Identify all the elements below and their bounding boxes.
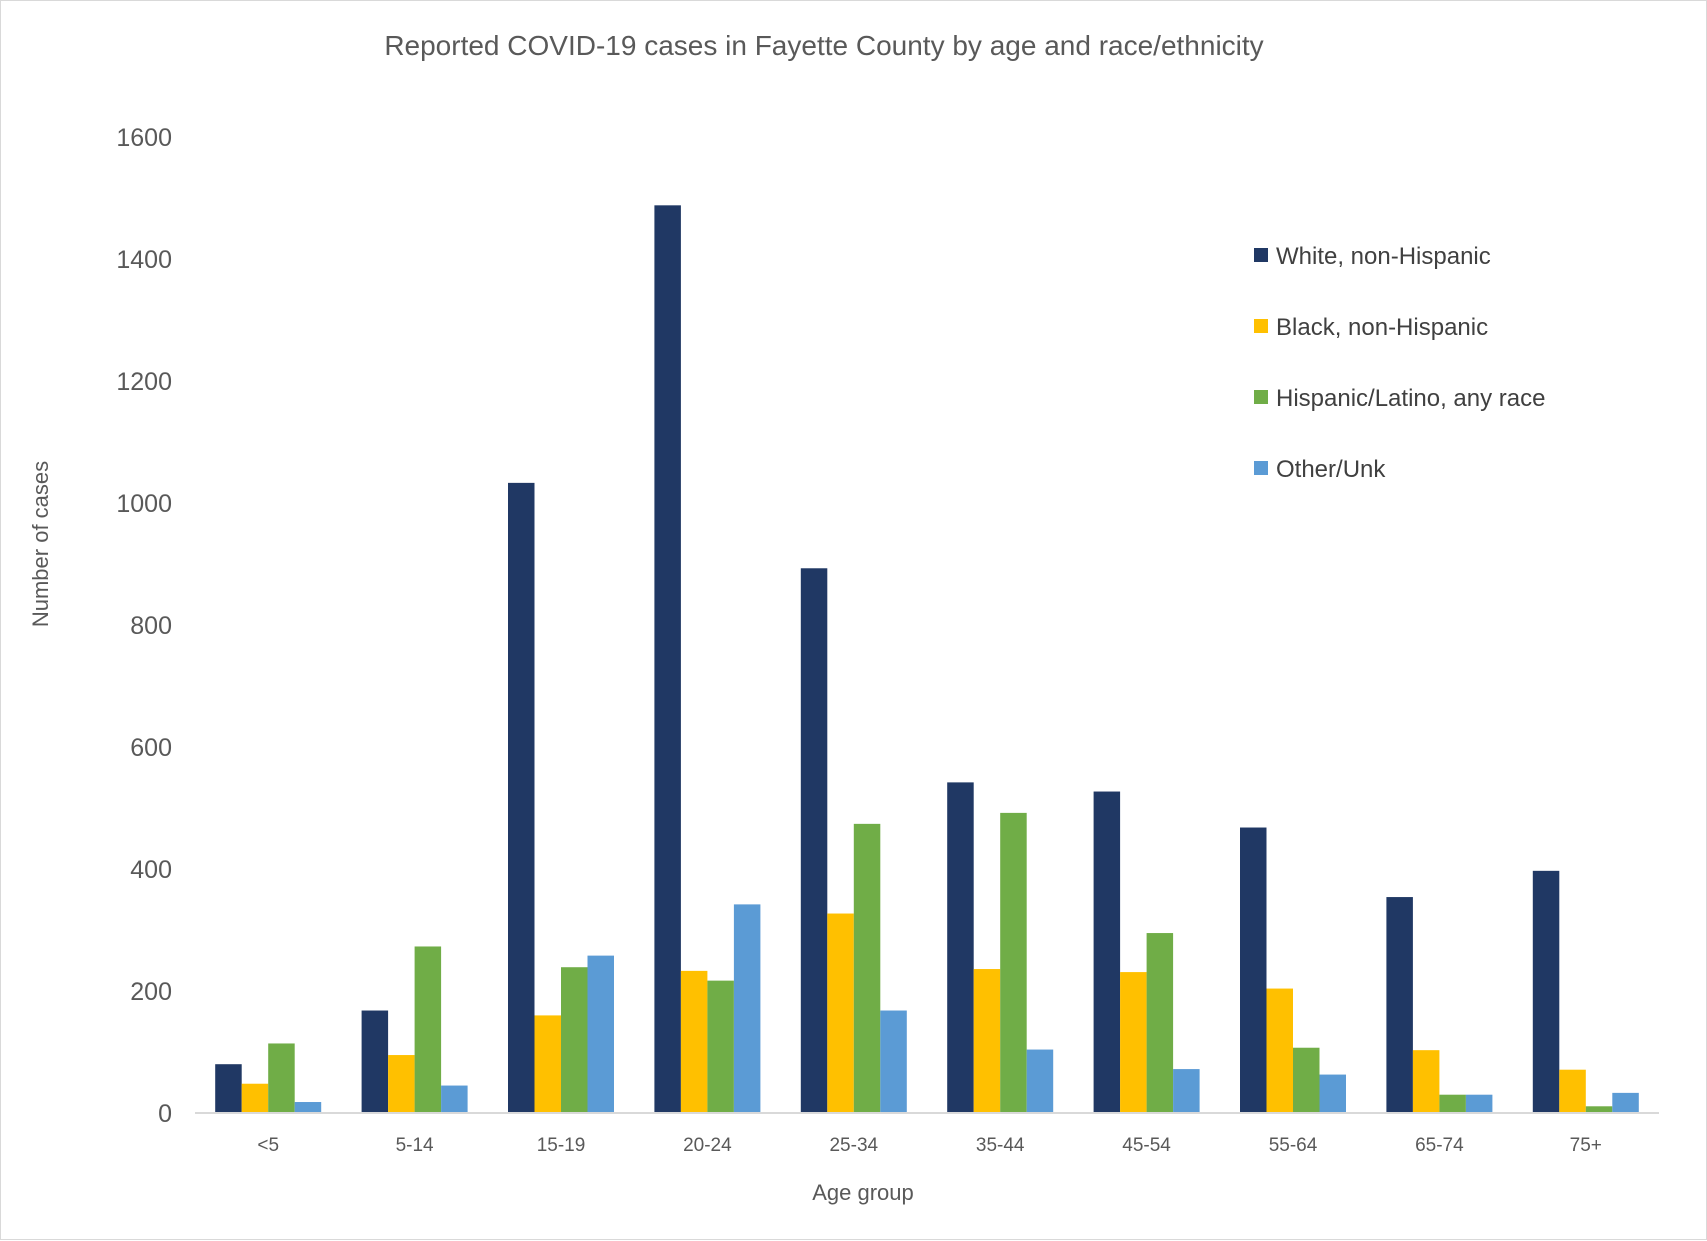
bar — [827, 913, 854, 1113]
x-tick-label: 65-74 — [1415, 1135, 1464, 1156]
bar — [1000, 812, 1027, 1113]
y-tick-label: 1200 — [116, 368, 172, 396]
x-tick-label: 75+ — [1570, 1135, 1602, 1156]
legend-swatch — [1254, 248, 1268, 262]
x-tick-label: 45-54 — [1122, 1135, 1171, 1156]
x-axis-ticks: <5 5-14 15-19 20-24 25-34 35-44 45-54 55-64 65-7… — [257, 1135, 1602, 1156]
bar — [1585, 1106, 1613, 1113]
bar — [441, 1085, 468, 1113]
y-tick-label: 200 — [130, 978, 172, 1006]
y-axis-label: Number of cases — [28, 461, 53, 627]
bar — [1266, 988, 1293, 1113]
y-tick-label: 1000 — [116, 490, 172, 518]
bar — [1386, 897, 1413, 1113]
bar — [1412, 1050, 1440, 1113]
x-axis-label: Age group — [812, 1180, 914, 1205]
legend-swatch — [1254, 390, 1268, 404]
legend-label: Other/Unk — [1276, 456, 1386, 483]
bar — [800, 568, 828, 1113]
bar — [361, 1010, 389, 1113]
legend: White, non-Hispanic Black, non-Hispanic Hi… — [1254, 243, 1545, 483]
y-tick-label: 1600 — [116, 124, 172, 152]
bar — [1293, 1047, 1320, 1113]
bar — [268, 1043, 295, 1113]
bar — [1026, 1049, 1054, 1113]
x-tick-label: 5-14 — [396, 1135, 434, 1156]
legend-label: White, non-Hispanic — [1276, 243, 1491, 270]
bar — [1120, 972, 1147, 1113]
x-tick-label: 55-64 — [1269, 1135, 1318, 1156]
bar — [947, 782, 974, 1113]
legend-swatch — [1254, 461, 1268, 475]
legend-label: Black, non-Hispanic — [1276, 314, 1488, 341]
bar — [587, 955, 614, 1113]
bar — [1093, 791, 1121, 1113]
y-tick-label: 600 — [130, 734, 172, 762]
bar — [1319, 1074, 1346, 1113]
y-tick-label: 400 — [130, 856, 172, 884]
y-tick-label: 1400 — [116, 246, 172, 274]
x-tick-label: 25-34 — [829, 1135, 878, 1156]
bar — [534, 1015, 561, 1113]
bar — [241, 1083, 269, 1113]
legend-label: Hispanic/Latino, any race — [1276, 385, 1545, 412]
bar — [414, 946, 442, 1113]
bar — [561, 967, 588, 1113]
y-tick-label: 800 — [130, 612, 172, 640]
y-tick-label: 0 — [158, 1100, 172, 1128]
bar — [1173, 1069, 1200, 1113]
bar — [1439, 1094, 1466, 1113]
bar — [1532, 870, 1560, 1113]
bar — [707, 980, 734, 1113]
x-tick-label: 35-44 — [976, 1135, 1025, 1156]
x-tick-label: 20-24 — [683, 1135, 732, 1156]
bar — [880, 1010, 907, 1113]
chart-title: Reported COVID-19 cases in Fayette Count… — [384, 30, 1263, 61]
bar — [853, 823, 881, 1113]
bar — [1465, 1094, 1493, 1113]
bar — [294, 1102, 322, 1113]
bars — [215, 205, 1639, 1113]
bar — [733, 904, 761, 1113]
bar — [508, 482, 535, 1113]
bar — [680, 970, 708, 1113]
bar — [1559, 1069, 1586, 1113]
bar — [654, 205, 681, 1113]
x-tick-label: <5 — [257, 1135, 279, 1156]
bar — [388, 1055, 415, 1113]
bar — [1612, 1092, 1639, 1113]
legend-swatch — [1254, 319, 1268, 333]
x-tick-label: 15-19 — [537, 1135, 586, 1156]
bar — [1146, 933, 1174, 1113]
y-axis-ticks: 0 200 400 600 800 1000 1200 1400 1600 — [116, 124, 172, 1128]
bar — [973, 969, 1001, 1113]
bar — [1240, 827, 1267, 1113]
bar — [215, 1064, 242, 1113]
